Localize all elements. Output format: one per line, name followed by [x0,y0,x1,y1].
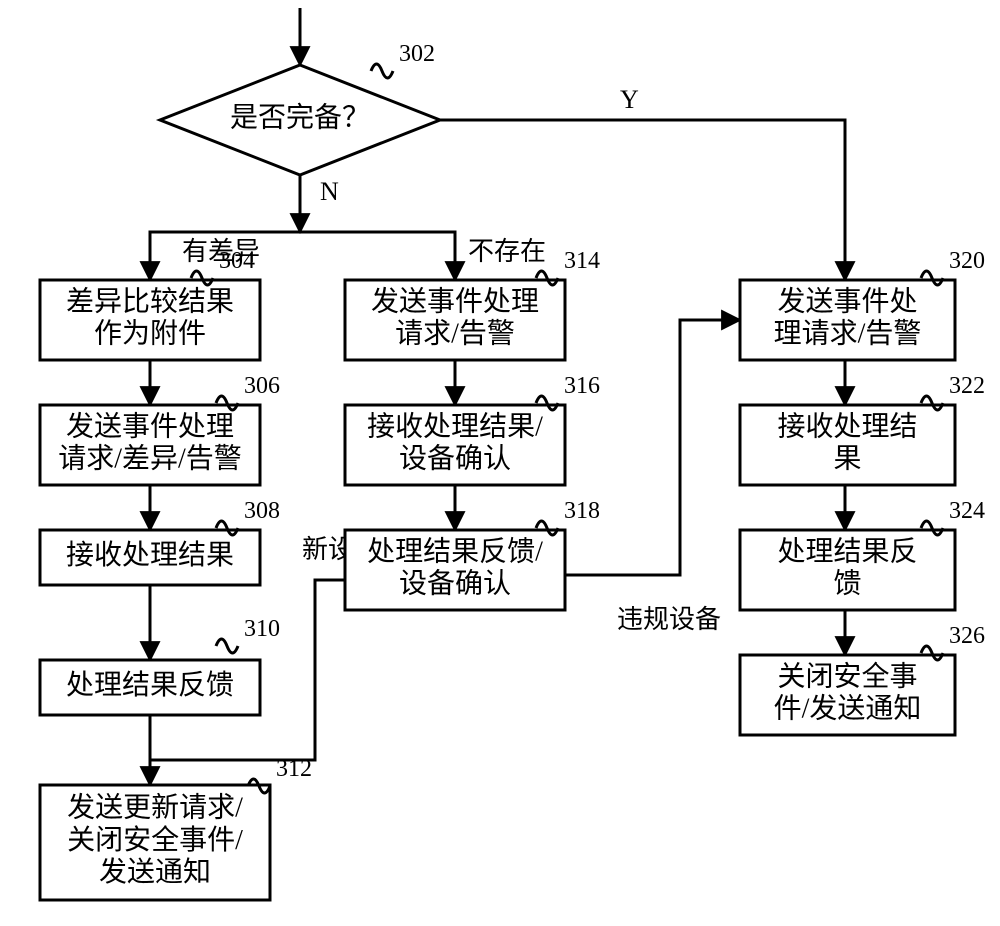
ref-label: 324 [949,498,985,524]
svg-text:处理结果反: 处理结果反 [777,535,917,567]
ref-label: 326 [949,623,985,649]
svg-text:果: 果 [833,444,861,475]
svg-text:件/发送通知: 件/发送通知 [774,693,922,725]
process-node: 处理结果反馈 [40,660,260,715]
svg-text:理请求/告警: 理请求/告警 [774,318,922,350]
svg-text:发送事件处理: 发送事件处理 [66,410,234,442]
svg-text:发送更新请求/: 发送更新请求/ [67,792,243,824]
process-node: 处理结果反馈 [740,530,955,610]
edge-label: N [320,177,339,206]
ref-label: 320 [949,248,985,274]
process-node: 发送事件处理请求/告警 [740,280,955,360]
svg-text:处理结果反馈/: 处理结果反馈/ [367,535,543,567]
flow-edge [300,232,455,280]
process-node: 接收处理结果 [740,405,955,485]
ref-label: 302 [399,41,435,67]
process-node: 接收处理结果 [40,530,260,585]
svg-text:接收处理结: 接收处理结 [777,410,917,442]
svg-text:请求/告警: 请求/告警 [395,318,515,350]
process-node: 发送事件处理请求/告警 [345,280,565,360]
process-node: 关闭安全事件/发送通知 [740,655,955,735]
svg-text:关闭安全事: 关闭安全事 [777,660,917,692]
flow-edge [565,320,740,575]
edge-label: 不存在 [468,237,546,266]
svg-text:是否完备？: 是否完备？ [230,101,370,133]
ref-label: 314 [564,248,600,274]
svg-text:处理结果反馈: 处理结果反馈 [66,669,234,701]
svg-text:作为附件: 作为附件 [94,318,206,350]
svg-text:请求/差异/告警: 请求/差异/告警 [58,443,242,475]
ref-label: 308 [244,498,280,524]
ref-label: 322 [949,373,985,399]
flowchart: NY有差异不存在新设备违规设备 是否完备？差异比较结果作为附件发送事件处理请求/… [0,0,1000,926]
ref-label: 310 [244,616,280,642]
svg-text:差异比较结果: 差异比较结果 [66,285,234,317]
svg-text:馈: 馈 [833,568,861,600]
ref-label: 304 [219,248,255,274]
svg-text:设备确认: 设备确认 [399,568,511,600]
svg-text:发送通知: 发送通知 [99,856,211,888]
svg-text:发送事件处: 发送事件处 [777,285,917,317]
ref-label: 316 [564,373,600,399]
process-node: 接收处理结果/设备确认 [345,405,565,485]
edge-label: 违规设备 [617,605,721,634]
ref-label: 318 [564,498,600,524]
process-node: 发送事件处理请求/差异/告警 [40,405,260,485]
svg-text:发送事件处理: 发送事件处理 [371,285,539,317]
edge-label: Y [620,85,639,114]
ref-label: 306 [244,373,280,399]
process-node: 差异比较结果作为附件 [40,280,260,360]
decision-node: 是否完备？ [160,65,440,175]
svg-text:接收处理结果: 接收处理结果 [66,539,234,571]
svg-text:设备确认: 设备确认 [399,443,511,475]
ref-label: 312 [276,756,312,782]
svg-text:接收处理结果/: 接收处理结果/ [367,410,543,442]
process-node: 发送更新请求/关闭安全事件/发送通知 [40,785,270,900]
svg-text:关闭安全事件/: 关闭安全事件/ [67,824,243,856]
process-node: 处理结果反馈/设备确认 [345,530,565,610]
